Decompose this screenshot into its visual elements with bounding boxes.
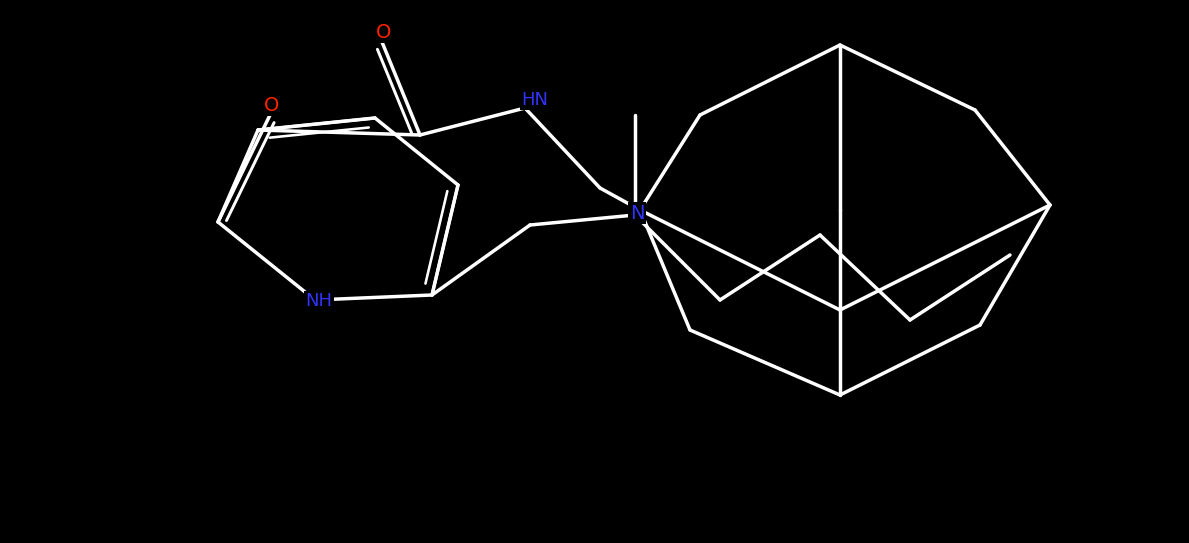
Text: HN: HN <box>522 91 548 109</box>
Text: N: N <box>630 204 644 223</box>
Text: O: O <box>264 96 279 115</box>
Text: O: O <box>376 22 391 41</box>
Text: NH: NH <box>306 292 333 310</box>
